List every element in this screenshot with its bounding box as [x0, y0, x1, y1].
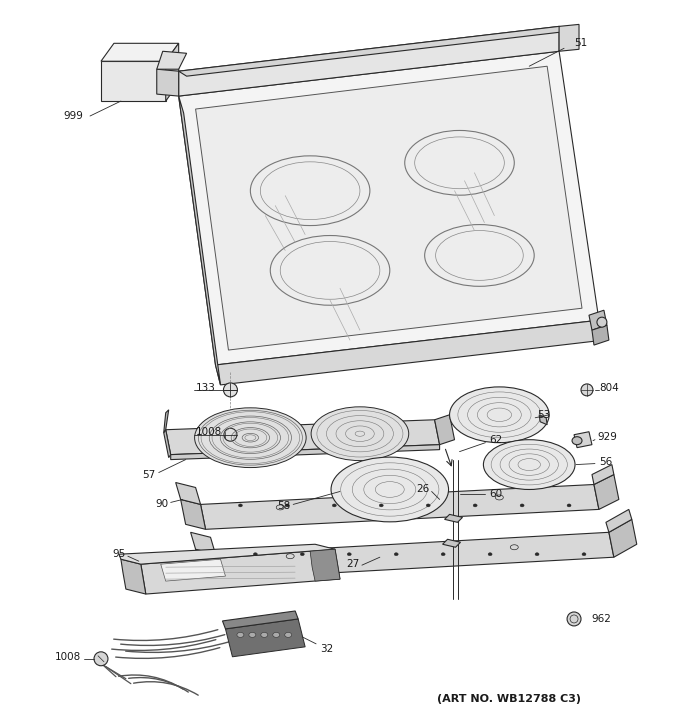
Polygon shape: [592, 465, 614, 484]
Text: 27: 27: [347, 559, 360, 569]
Ellipse shape: [94, 652, 108, 666]
Polygon shape: [190, 532, 216, 554]
Ellipse shape: [567, 504, 571, 507]
Ellipse shape: [286, 504, 290, 507]
Text: 90: 90: [156, 500, 169, 510]
Ellipse shape: [483, 439, 575, 489]
Text: 32: 32: [320, 644, 333, 654]
Ellipse shape: [535, 552, 539, 555]
Text: 58: 58: [277, 502, 290, 511]
Polygon shape: [164, 430, 171, 457]
Text: 26: 26: [416, 484, 430, 494]
Ellipse shape: [441, 552, 445, 555]
Polygon shape: [179, 26, 559, 96]
Polygon shape: [179, 51, 599, 365]
Polygon shape: [164, 410, 169, 433]
Ellipse shape: [273, 632, 279, 637]
Text: 53: 53: [537, 410, 550, 420]
Polygon shape: [222, 611, 298, 629]
Text: 57: 57: [143, 470, 156, 479]
Polygon shape: [592, 325, 609, 345]
Text: (ART NO. WB12788 C3): (ART NO. WB12788 C3): [437, 694, 581, 704]
Ellipse shape: [379, 504, 384, 507]
Ellipse shape: [567, 612, 581, 626]
Polygon shape: [101, 44, 179, 61]
Ellipse shape: [333, 504, 337, 507]
Polygon shape: [609, 519, 636, 558]
Ellipse shape: [426, 504, 430, 507]
Ellipse shape: [331, 457, 449, 522]
Polygon shape: [574, 431, 592, 447]
Polygon shape: [310, 550, 340, 581]
Polygon shape: [435, 415, 454, 444]
Polygon shape: [226, 619, 305, 657]
Ellipse shape: [488, 552, 492, 555]
Ellipse shape: [194, 408, 306, 468]
Polygon shape: [216, 532, 614, 579]
Polygon shape: [175, 483, 201, 505]
Text: 133: 133: [196, 383, 216, 393]
Polygon shape: [101, 61, 166, 101]
Ellipse shape: [582, 552, 586, 555]
Ellipse shape: [224, 428, 237, 442]
Ellipse shape: [237, 632, 244, 637]
Ellipse shape: [473, 504, 477, 507]
Text: 62: 62: [490, 435, 503, 444]
Polygon shape: [539, 415, 547, 425]
Ellipse shape: [597, 317, 607, 327]
Polygon shape: [157, 69, 179, 96]
Ellipse shape: [449, 387, 549, 443]
Polygon shape: [196, 66, 582, 350]
Polygon shape: [443, 539, 460, 547]
Polygon shape: [160, 559, 226, 581]
Polygon shape: [606, 510, 632, 532]
Polygon shape: [166, 420, 439, 455]
Polygon shape: [119, 544, 335, 564]
Polygon shape: [196, 550, 220, 579]
Polygon shape: [216, 320, 604, 385]
Ellipse shape: [347, 552, 352, 555]
Polygon shape: [166, 44, 179, 101]
Text: 1008: 1008: [55, 652, 81, 662]
Polygon shape: [141, 550, 340, 594]
Ellipse shape: [301, 552, 304, 555]
Text: 929: 929: [597, 431, 617, 442]
Polygon shape: [179, 26, 567, 76]
Ellipse shape: [520, 504, 524, 507]
Ellipse shape: [572, 436, 582, 444]
Polygon shape: [179, 96, 220, 385]
Ellipse shape: [311, 407, 409, 460]
Ellipse shape: [239, 504, 242, 507]
Text: 51: 51: [574, 38, 588, 49]
Text: 56: 56: [599, 457, 612, 467]
Ellipse shape: [394, 552, 398, 555]
Polygon shape: [445, 514, 462, 522]
Polygon shape: [157, 51, 186, 69]
Polygon shape: [594, 475, 619, 510]
Text: 60: 60: [490, 489, 503, 500]
Ellipse shape: [249, 632, 256, 637]
Text: 1008: 1008: [196, 427, 222, 436]
Polygon shape: [559, 25, 579, 51]
Ellipse shape: [285, 632, 292, 637]
Ellipse shape: [581, 384, 593, 396]
Polygon shape: [181, 500, 205, 529]
Polygon shape: [201, 484, 599, 529]
Ellipse shape: [254, 552, 257, 555]
Ellipse shape: [224, 383, 237, 397]
Text: 962: 962: [591, 614, 611, 624]
Text: 95: 95: [113, 550, 126, 559]
Polygon shape: [171, 444, 439, 460]
Text: 804: 804: [599, 383, 619, 393]
Text: 999: 999: [63, 111, 83, 121]
Ellipse shape: [261, 632, 268, 637]
Polygon shape: [121, 559, 146, 594]
Polygon shape: [589, 310, 607, 330]
